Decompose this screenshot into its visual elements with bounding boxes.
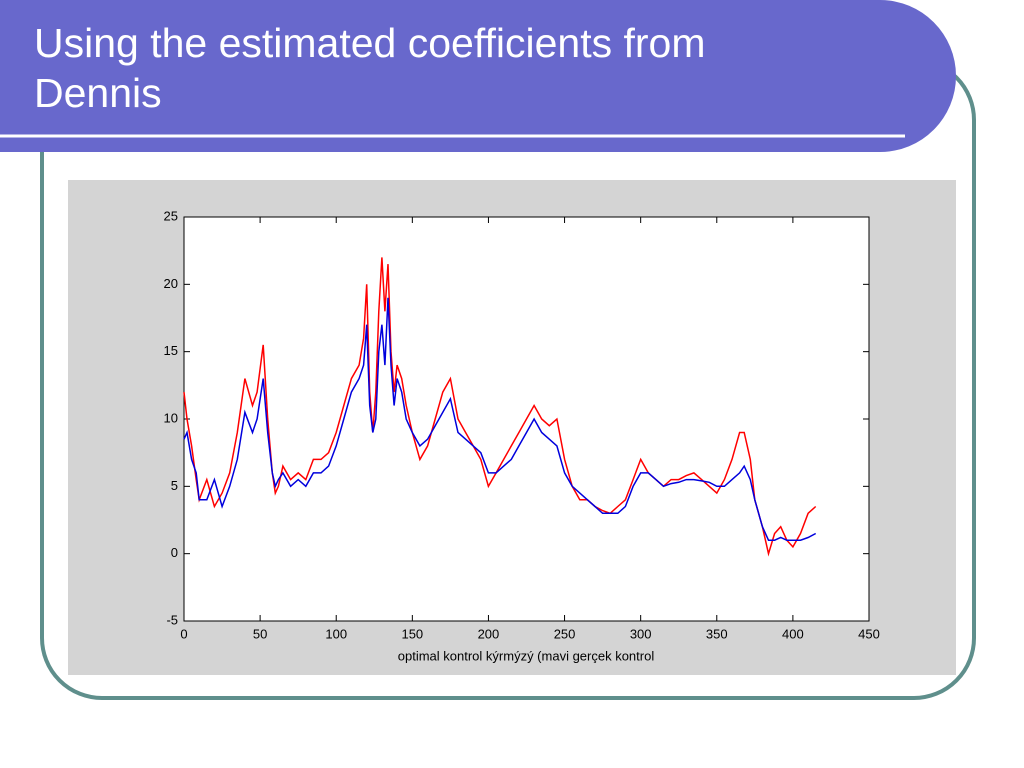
y-tick-label: 25 [164, 208, 178, 223]
slide-title: Using the estimated coefficients from De… [34, 20, 706, 116]
x-tick-label: 150 [401, 626, 423, 641]
y-tick-label: -5 [166, 612, 178, 627]
x-tick-label: 50 [253, 626, 267, 641]
x-tick-label: 250 [554, 626, 576, 641]
x-tick-label: 0 [180, 626, 187, 641]
x-tick-label: 100 [325, 626, 347, 641]
x-tick-label: 350 [706, 626, 728, 641]
y-tick-label: 10 [164, 410, 178, 425]
x-tick-label: 400 [782, 626, 804, 641]
x-tick-label: 300 [630, 626, 652, 641]
x-tick-label: 200 [478, 626, 500, 641]
x-axis-label: optimal kontrol kýrmýzý (mavi gerçek kon… [398, 648, 655, 663]
y-tick-label: 0 [171, 545, 178, 560]
title-banner [0, 0, 956, 152]
data-line [183, 297, 817, 541]
x-tick-label: 450 [858, 626, 880, 641]
y-tick-label: 15 [164, 343, 178, 358]
y-tick-label: 5 [171, 478, 178, 493]
data-line [183, 257, 817, 557]
y-tick-label: 20 [164, 276, 178, 291]
